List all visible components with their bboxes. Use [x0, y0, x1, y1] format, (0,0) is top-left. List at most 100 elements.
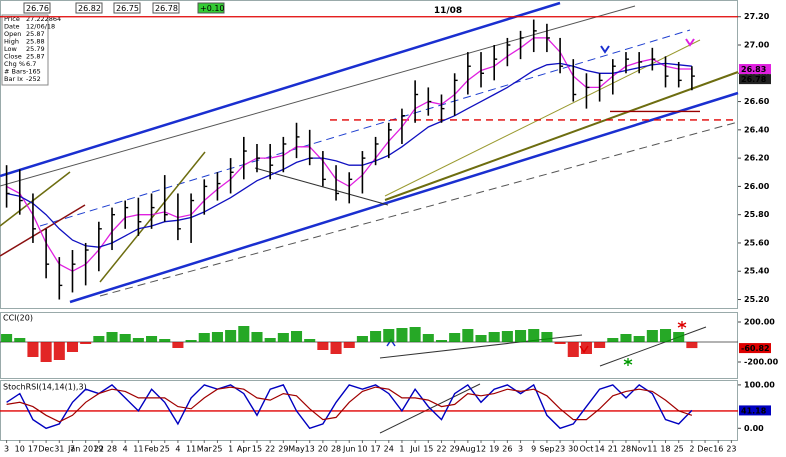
x-tick-label: 15: [252, 445, 262, 454]
info-value: -252: [26, 75, 41, 83]
y-tick-label: 26.40: [744, 125, 770, 134]
x-tick-label: 25: [160, 445, 170, 454]
x-tick-label: 13: [305, 445, 315, 454]
x-tick-label: Dec: [697, 445, 712, 454]
x-tick-label: 26: [502, 445, 512, 454]
cci-bar: [686, 342, 698, 349]
x-tick-label: Jul: [409, 445, 420, 454]
x-tick-label: Oct: [580, 445, 594, 454]
value-tag: [739, 405, 771, 416]
cci-bar: [396, 328, 408, 342]
cci-bar: [290, 331, 303, 342]
cci-bar: [330, 342, 342, 354]
cci-bar: [422, 334, 434, 342]
cci-bar: [146, 336, 158, 342]
cci-bar: [659, 329, 672, 342]
trendline: [99, 121, 739, 297]
trendline: [254, 167, 389, 206]
cci-bar: [106, 332, 118, 342]
x-tick-label: 4: [123, 445, 128, 454]
info-label: Bar Ix: [4, 75, 23, 83]
x-tick-label: 31: [54, 445, 64, 454]
quote-value: 26.75: [116, 4, 139, 13]
cci-bar: [515, 330, 527, 342]
cci-bar: [620, 334, 632, 342]
x-tick-label: 11: [133, 445, 143, 454]
info-label: Close: [4, 53, 22, 61]
x-tick-label: Jan 2019: [67, 445, 103, 454]
y-tick-label: 27.20: [744, 12, 770, 21]
x-tick-label: Mar: [197, 445, 213, 454]
info-value: 12/06/18: [26, 23, 55, 31]
x-tick-label: 23: [555, 445, 565, 454]
quote-box: [152, 2, 180, 14]
x-tick-label: 28: [621, 445, 631, 454]
x-tick-label: 7: [70, 445, 75, 454]
info-frame: [1, 14, 49, 86]
channel-bottom: [69, 91, 739, 304]
quote-box: [75, 2, 103, 14]
cci-bar: [264, 338, 276, 342]
cci-bar: [554, 342, 566, 344]
cci-bar: [53, 342, 65, 360]
y-tick-label: 25.80: [744, 210, 770, 219]
x-tick-label: 15: [423, 445, 433, 454]
info-value: 6.7: [26, 60, 36, 68]
stoch-line: [6, 386, 693, 423]
info-value: 25.87: [26, 30, 45, 38]
cci-bar: [119, 334, 131, 342]
info-label: Low: [4, 45, 17, 53]
info-value: 25.79: [26, 45, 45, 53]
trendline: [0, 171, 71, 227]
cci-bar: [317, 342, 329, 350]
cci-bar: [66, 342, 79, 352]
x-tick-label: 25: [212, 445, 222, 454]
quote-value: +0.10: [200, 4, 225, 13]
cci-bar: [475, 335, 487, 342]
x-tick-label: 11: [186, 445, 196, 454]
x-tick-label: Jun: [342, 445, 356, 454]
signal-marker: [677, 321, 687, 329]
x-tick-label: 28: [107, 445, 117, 454]
cci-bar: [383, 329, 395, 342]
quote-box: [197, 2, 225, 14]
cci-bar: [356, 336, 368, 342]
x-tick-label: 2: [689, 445, 694, 454]
trendline: [0, 5, 636, 187]
cci-bar: [93, 336, 105, 342]
cci-bar: [251, 332, 263, 342]
x-tick-label: 17: [28, 445, 38, 454]
x-tick-label: 10: [15, 445, 25, 454]
cci-bar: [225, 330, 237, 342]
x-tick-label: 21: [608, 445, 618, 454]
cci-bar: [40, 342, 52, 362]
x-tick-label: Aug: [460, 445, 476, 454]
x-tick-label: Sep: [539, 445, 554, 454]
cci-bar: [567, 342, 579, 357]
cci-bar: [462, 329, 474, 342]
value-tag-label: 26.78: [741, 75, 767, 84]
cci-bar: [14, 338, 26, 342]
cci-bar: [528, 329, 540, 342]
trendlines: [0, 1, 739, 434]
x-tick-label: 22: [94, 445, 104, 454]
info-value: -165: [26, 68, 41, 76]
channel-top: [0, 1, 561, 178]
y-tick-label: 26.00: [744, 182, 770, 191]
info-value: 25.88: [26, 38, 45, 46]
cci-bar: [594, 342, 606, 348]
trendline: [99, 151, 206, 283]
y-tick-label: 26.60: [744, 97, 770, 106]
x-tick-label: Dec: [38, 445, 53, 454]
cci-bar: [435, 340, 448, 342]
x-tick-label: 24: [384, 445, 394, 454]
y-tick-label: 200.00: [744, 318, 775, 327]
cci-bar: [80, 342, 92, 344]
info-label: Date: [4, 23, 20, 31]
info-label: Price: [4, 15, 20, 23]
quote-bar: 26.76 26.82 26.75 26.78 +0.10: [23, 2, 225, 14]
cci-bar: [409, 327, 421, 342]
stoch-line: [6, 383, 693, 430]
